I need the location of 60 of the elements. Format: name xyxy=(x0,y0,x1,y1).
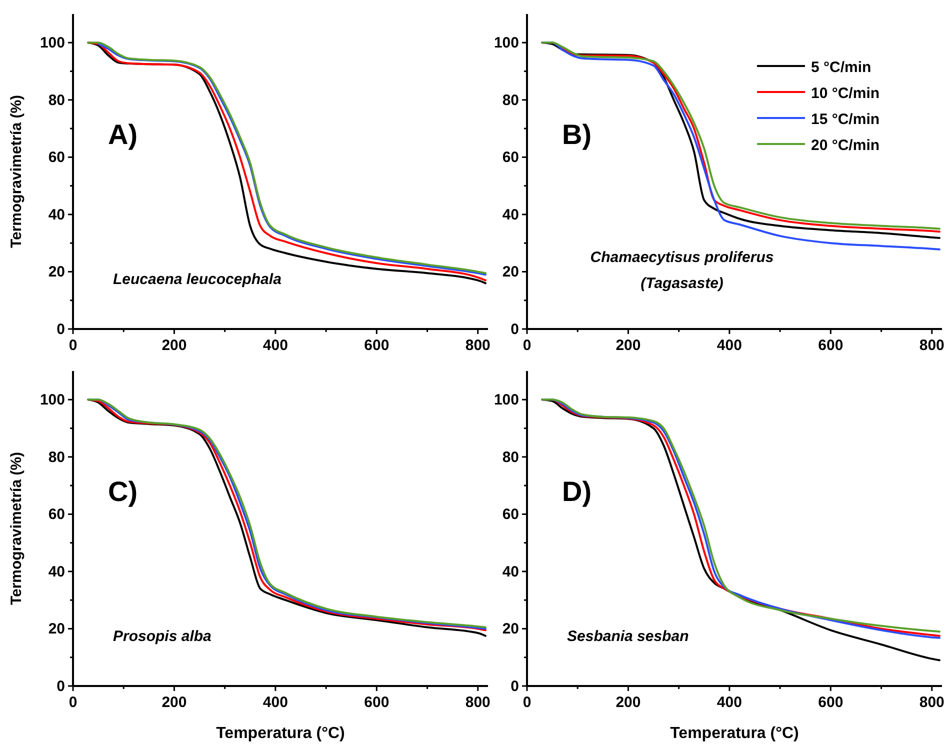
y-tick-label: 0 xyxy=(56,321,65,338)
annotation: D) xyxy=(562,476,592,507)
y-tick-label: 20 xyxy=(502,620,519,638)
x-tick-label: 0 xyxy=(522,337,532,354)
x-tick-label: 0 xyxy=(522,694,532,711)
annotation: C) xyxy=(108,476,138,507)
y-axis-title: Termogravimetría (%) xyxy=(8,94,25,248)
y-tick-label: 40 xyxy=(502,206,519,224)
x-axis-title: Temperatura (°C) xyxy=(670,725,799,742)
legend-label: 15 °C/min xyxy=(811,111,880,128)
y-tick-label: 20 xyxy=(48,620,65,638)
annotation: Sesbania sesban xyxy=(567,628,689,645)
y-tick-label: 100 xyxy=(494,392,519,409)
x-tick-label: 0 xyxy=(68,694,78,711)
annotation: B) xyxy=(562,119,592,150)
y-tick-label: 100 xyxy=(40,392,65,409)
x-tick-label: 200 xyxy=(616,694,641,711)
y-tick-label: 60 xyxy=(48,149,65,166)
x-tick-label: 200 xyxy=(162,694,187,711)
x-tick-label: 600 xyxy=(364,337,390,354)
annotation: Leucaena leucocephala xyxy=(113,271,282,288)
y-tick-label: 100 xyxy=(40,34,65,52)
legend-label: 20 °C/min xyxy=(811,137,880,154)
y-tick-label: 0 xyxy=(510,321,519,338)
x-tick-label: 800 xyxy=(465,694,490,711)
x-tick-label: 200 xyxy=(162,337,187,354)
x-tick-label: 400 xyxy=(716,694,742,711)
y-tick-label: 20 xyxy=(48,264,65,281)
x-tick-label: 600 xyxy=(364,694,390,711)
y-tick-label: 20 xyxy=(502,264,519,281)
x-tick-label: 0 xyxy=(68,337,78,354)
x-tick-label: 600 xyxy=(818,337,844,354)
x-tick-label: 800 xyxy=(919,337,944,354)
legend-label: 5 °C/min xyxy=(811,59,872,76)
y-tick-label: 80 xyxy=(502,92,519,109)
y-tick-label: 40 xyxy=(48,206,65,224)
x-tick-label: 400 xyxy=(262,337,288,354)
y-tick-label: 0 xyxy=(56,678,65,695)
y-tick-label: 60 xyxy=(48,506,65,524)
x-tick-label: 800 xyxy=(465,337,490,354)
y-tick-label: 80 xyxy=(502,448,519,466)
y-tick-label: 100 xyxy=(494,34,519,52)
legend-label: 10 °C/min xyxy=(811,85,880,102)
y-tick-label: 80 xyxy=(48,448,65,466)
y-tick-label: 40 xyxy=(502,563,519,580)
x-tick-label: 600 xyxy=(818,694,844,711)
x-tick-label: 400 xyxy=(716,337,742,354)
y-tick-label: 80 xyxy=(48,92,65,109)
x-tick-label: 200 xyxy=(616,337,641,354)
annotation: Prosopis alba xyxy=(113,628,212,645)
y-tick-label: 60 xyxy=(502,149,519,166)
x-tick-label: 800 xyxy=(919,694,944,711)
y-axis-title: Termogravimetría (%) xyxy=(8,452,25,606)
x-tick-label: 400 xyxy=(262,694,288,711)
annotation: A) xyxy=(108,119,138,150)
y-tick-label: 60 xyxy=(502,506,519,524)
y-tick-label: 40 xyxy=(48,563,65,580)
annotation: Chamaecytisus proliferus (Tagasaste) xyxy=(590,249,774,292)
y-tick-label: 0 xyxy=(510,678,519,695)
x-axis-title: Temperatura (°C) xyxy=(216,725,345,742)
